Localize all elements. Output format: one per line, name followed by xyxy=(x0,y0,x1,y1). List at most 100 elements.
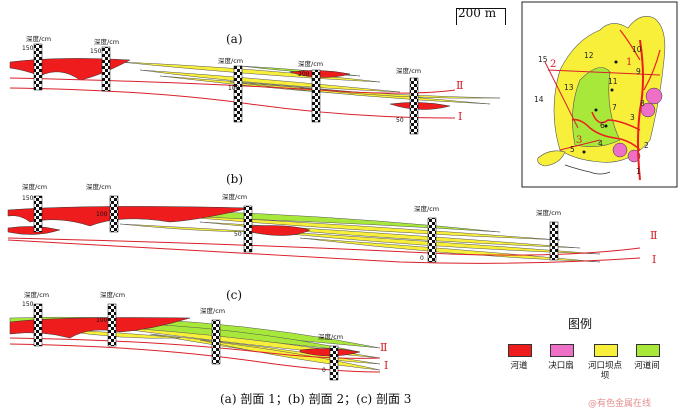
scale-bar xyxy=(456,8,506,25)
map-channel xyxy=(619,29,641,61)
map-point-label: 15 xyxy=(538,55,548,64)
map-section-label: 2 xyxy=(550,59,557,70)
map-point-label: 7 xyxy=(612,103,617,112)
core-column xyxy=(427,217,437,263)
core-column xyxy=(101,46,111,92)
panel-a-section xyxy=(9,43,501,135)
depth-label: 深度/cm xyxy=(396,67,422,75)
map-section-label: 1 xyxy=(626,57,633,68)
core-column xyxy=(33,43,43,91)
depth-tick: 150 xyxy=(22,301,34,308)
map-bar-body xyxy=(537,150,566,167)
depth-label: 深度/cm xyxy=(200,307,226,315)
bar-lens xyxy=(139,69,401,93)
channel-lens xyxy=(389,102,451,110)
depth-label: 深度/cm xyxy=(318,333,344,341)
legend-swatch-splay xyxy=(550,344,574,357)
depth-label: 深度/cm xyxy=(100,291,126,299)
figure-caption: (a) 剖面 1；(b) 剖面 2；(c) 剖面 3 xyxy=(220,392,412,406)
depth-label: 深度/cm xyxy=(536,209,562,217)
boundary-line-i xyxy=(9,87,456,119)
unit-ii-label: Ⅱ xyxy=(380,341,388,354)
map-splay xyxy=(627,149,641,163)
depth-tick: 200 xyxy=(298,71,310,78)
map-point-label: 3 xyxy=(630,113,635,122)
legend-label: 河道间 xyxy=(634,361,660,371)
map-splay xyxy=(645,87,663,105)
map-section-label: 3 xyxy=(576,135,583,146)
depth-tick: 100 xyxy=(96,211,108,218)
map-channel xyxy=(591,111,641,131)
legend-swatch-bar xyxy=(594,344,618,357)
panel-b-label: (b) xyxy=(226,172,244,186)
core-column xyxy=(233,65,243,123)
boundary-line-ii xyxy=(9,337,381,359)
depth-tick: 150 xyxy=(22,45,34,52)
core-column xyxy=(107,303,117,347)
bar-lens xyxy=(149,213,561,241)
map-channel xyxy=(571,118,641,151)
map-point-label: 9 xyxy=(636,67,641,76)
legend-title: 图例 xyxy=(568,317,593,331)
core-column xyxy=(211,319,221,365)
depth-tick: 0 xyxy=(420,255,424,262)
panel-b-section xyxy=(7,195,641,264)
map-point-label: 12 xyxy=(584,51,594,60)
panel-a-label: (a) xyxy=(226,32,243,46)
legend-swatch-interchannel xyxy=(636,344,660,357)
map-point-label: 8 xyxy=(640,99,645,108)
depth-label: 深度/cm xyxy=(94,38,120,46)
legend-label: 河口坝点坝 xyxy=(587,361,622,381)
map-point-label: 11 xyxy=(608,77,618,86)
unit-ii-label: Ⅱ xyxy=(456,79,464,92)
map-point-label: 5 xyxy=(570,145,575,154)
depth-tick: 100 xyxy=(96,317,108,324)
map-point-label: 1 xyxy=(636,167,641,176)
core-column xyxy=(409,77,419,135)
depth-tick: 0 xyxy=(322,367,326,374)
channel-lens xyxy=(249,225,311,236)
map-river-outlet xyxy=(564,164,611,175)
depth-tick: 50 xyxy=(396,117,404,124)
depth-tick: 150 xyxy=(90,48,102,55)
panel-c-section xyxy=(9,303,381,381)
depth-label: 深度/cm xyxy=(414,205,440,213)
core-column xyxy=(311,69,321,123)
depth-label: 深度/cm xyxy=(298,60,324,68)
scale-bar-label: 200 m xyxy=(458,6,497,20)
depth-label: 深度/cm xyxy=(26,35,52,43)
map-point-label: 4 xyxy=(598,139,603,148)
map-point-label: 13 xyxy=(564,83,574,92)
depth-label: 深度/cm xyxy=(22,183,48,191)
channel-lens xyxy=(9,58,131,81)
watermark: @有色金属在线 xyxy=(588,399,652,409)
map-section-line xyxy=(544,61,579,129)
core-column xyxy=(33,195,43,233)
bar-lens xyxy=(299,237,601,263)
map-point-label: 10 xyxy=(632,45,642,54)
depth-tick: 150 xyxy=(22,195,34,202)
map-section-line xyxy=(559,139,601,151)
map-point-label: 6 xyxy=(600,121,605,130)
bar-lens xyxy=(249,229,601,255)
core-column xyxy=(243,205,253,253)
channel-lens xyxy=(7,206,251,227)
depth-label: 深度/cm xyxy=(24,291,50,299)
map-splay xyxy=(612,142,628,158)
unit-ii-label: Ⅱ xyxy=(650,229,658,242)
bar-lens xyxy=(59,329,181,339)
depth-tick: 50 xyxy=(234,231,242,238)
unit-i-label: Ⅰ xyxy=(384,359,389,372)
core-column xyxy=(549,221,559,261)
map-interchannel-body xyxy=(572,67,621,147)
map-channel xyxy=(643,49,661,91)
map-section-line xyxy=(547,69,661,76)
map-point-label: 2 xyxy=(644,141,649,150)
depth-label: 深度/cm xyxy=(218,57,244,65)
core-column xyxy=(109,195,119,233)
boundary-line-ii xyxy=(7,237,641,256)
depth-tick: 100 xyxy=(228,85,240,92)
panel-c-label: (c) xyxy=(226,288,243,302)
core-column xyxy=(33,303,43,347)
